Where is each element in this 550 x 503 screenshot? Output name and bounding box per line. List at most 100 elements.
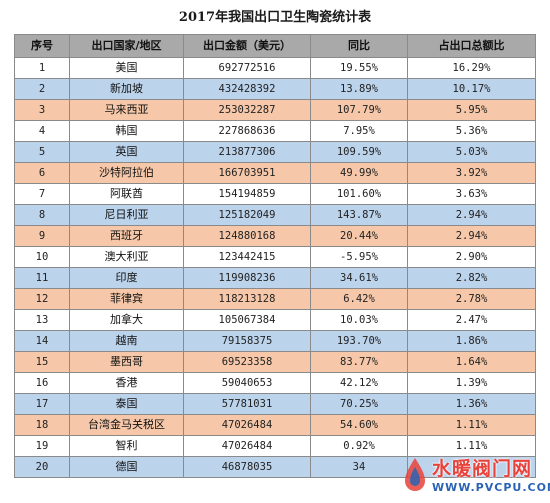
- share-cell: 16.29%: [407, 57, 536, 79]
- country-cell: 智利: [69, 435, 184, 457]
- yoy-cell: 70.25%: [310, 393, 408, 415]
- country-cell: 加拿大: [69, 309, 184, 331]
- yoy-cell: -5.95%: [310, 246, 408, 268]
- yoy-cell: 49.99%: [310, 162, 408, 184]
- amount-cell: 105067384: [183, 309, 311, 331]
- yoy-cell: 34: [310, 456, 408, 478]
- share-cell: 2.82%: [407, 267, 536, 289]
- yoy-cell: 143.87%: [310, 204, 408, 226]
- yoy-cell: 107.79%: [310, 99, 408, 121]
- country-cell: 越南: [69, 330, 184, 352]
- yoy-cell: 109.59%: [310, 141, 408, 163]
- share-cell: 2.78%: [407, 288, 536, 310]
- table-row: 17 泰国 57781031 70.25% 1.36%: [14, 393, 536, 415]
- yoy-cell: 20.44%: [310, 225, 408, 247]
- country-cell: 英国: [69, 141, 184, 163]
- row-number-cell: 16: [14, 372, 70, 394]
- row-number-cell: 6: [14, 162, 70, 184]
- share-cell: 1.86%: [407, 330, 536, 352]
- amount-cell: 154194859: [183, 183, 311, 205]
- amount-cell: 432428392: [183, 78, 311, 100]
- country-cell: 马来西亚: [69, 99, 184, 121]
- country-cell: 沙特阿拉伯: [69, 162, 184, 184]
- row-number-cell: 9: [14, 225, 70, 247]
- watermark-name: 水暖阀门网: [432, 458, 533, 480]
- amount-cell: 692772516: [183, 57, 311, 79]
- row-number-cell: 18: [14, 414, 70, 436]
- amount-cell: 253032287: [183, 99, 311, 121]
- table-row: 13 加拿大 105067384 10.03% 2.47%: [14, 309, 536, 331]
- country-cell: 西班牙: [69, 225, 184, 247]
- table-row: 12 菲律宾 118213128 6.42% 2.78%: [14, 288, 536, 310]
- table-row: 9 西班牙 124880168 20.44% 2.94%: [14, 225, 536, 247]
- share-cell: 5.36%: [407, 120, 536, 142]
- share-cell: 1.11%: [407, 435, 536, 457]
- country-cell: 墨西哥: [69, 351, 184, 373]
- table-row: 19 智利 47026484 0.92% 1.11%: [14, 435, 536, 457]
- table-row: 3 马来西亚 253032287 107.79% 5.95%: [14, 99, 536, 121]
- share-cell: 1.11%: [407, 414, 536, 436]
- table-title: 2017年我国出口卫生陶瓷统计表: [178, 10, 372, 25]
- share-cell: 10.17%: [407, 78, 536, 100]
- yoy-cell: 101.60%: [310, 183, 408, 205]
- amount-cell: 166703951: [183, 162, 311, 184]
- country-cell: 澳大利亚: [69, 246, 184, 268]
- country-cell: 泰国: [69, 393, 184, 415]
- amount-cell: 125182049: [183, 204, 311, 226]
- amount-cell: 123442415: [183, 246, 311, 268]
- yoy-cell: 10.03%: [310, 309, 408, 331]
- yoy-cell: 6.42%: [310, 288, 408, 310]
- yoy-cell: 54.60%: [310, 414, 408, 436]
- amount-cell: 213877306: [183, 141, 311, 163]
- country-cell: 新加坡: [69, 78, 184, 100]
- country-cell: 菲律宾: [69, 288, 184, 310]
- faucet-logo-icon: [405, 458, 425, 491]
- amount-cell: 119908236: [183, 267, 311, 289]
- share-cell: 3.63%: [407, 183, 536, 205]
- amount-cell: 69523358: [183, 351, 311, 373]
- row-number-cell: 14: [14, 330, 70, 352]
- table-row: 7 阿联酋 154194859 101.60% 3.63%: [14, 183, 536, 205]
- country-cell: 台湾金马关税区: [69, 414, 184, 436]
- row-number-cell: 7: [14, 183, 70, 205]
- row-number-cell: 1: [14, 57, 70, 79]
- amount-cell: 46878035: [183, 456, 311, 478]
- row-number-cell: 17: [14, 393, 70, 415]
- row-number-cell: 8: [14, 204, 70, 226]
- row-number-cell: 13: [14, 309, 70, 331]
- share-cell: 2.94%: [407, 225, 536, 247]
- country-cell: 印度: [69, 267, 184, 289]
- table-row: 5 英国 213877306 109.59% 5.03%: [14, 141, 536, 163]
- share-cell: 3.92%: [407, 162, 536, 184]
- row-number-cell: 19: [14, 435, 70, 457]
- table-row: 16 香港 59040653 42.12% 1.39%: [14, 372, 536, 394]
- amount-cell: 118213128: [183, 288, 311, 310]
- yoy-cell: 83.77%: [310, 351, 408, 373]
- share-cell: 5.95%: [407, 99, 536, 121]
- yoy-cell: 0.92%: [310, 435, 408, 457]
- row-number-cell: 20: [14, 456, 70, 478]
- country-cell: 美国: [69, 57, 184, 79]
- yoy-cell: 193.70%: [310, 330, 408, 352]
- share-cell: [407, 456, 536, 478]
- row-number-cell: 3: [14, 99, 70, 121]
- row-number-cell: 15: [14, 351, 70, 373]
- amount-cell: 47026484: [183, 435, 311, 457]
- amount-cell: 47026484: [183, 414, 311, 436]
- share-cell: 5.03%: [407, 141, 536, 163]
- amount-cell: 227868636: [183, 120, 311, 142]
- row-number-cell: 4: [14, 120, 70, 142]
- country-cell: 香港: [69, 372, 184, 394]
- row-number-cell: 12: [14, 288, 70, 310]
- amount-cell: 79158375: [183, 330, 311, 352]
- table-row: 18 台湾金马关税区 47026484 54.60% 1.11%: [14, 414, 536, 436]
- yoy-cell: 7.95%: [310, 120, 408, 142]
- table-row: 2 新加坡 432428392 13.89% 10.17%: [14, 78, 536, 100]
- table-row: 14 越南 79158375 193.70% 1.86%: [14, 330, 536, 352]
- amount-cell: 124880168: [183, 225, 311, 247]
- country-cell: 韩国: [69, 120, 184, 142]
- share-cell: 1.39%: [407, 372, 536, 394]
- table-row: 4 韩国 227868636 7.95% 5.36%: [14, 120, 536, 142]
- header-yoy: 同比: [310, 34, 408, 58]
- share-cell: 1.64%: [407, 351, 536, 373]
